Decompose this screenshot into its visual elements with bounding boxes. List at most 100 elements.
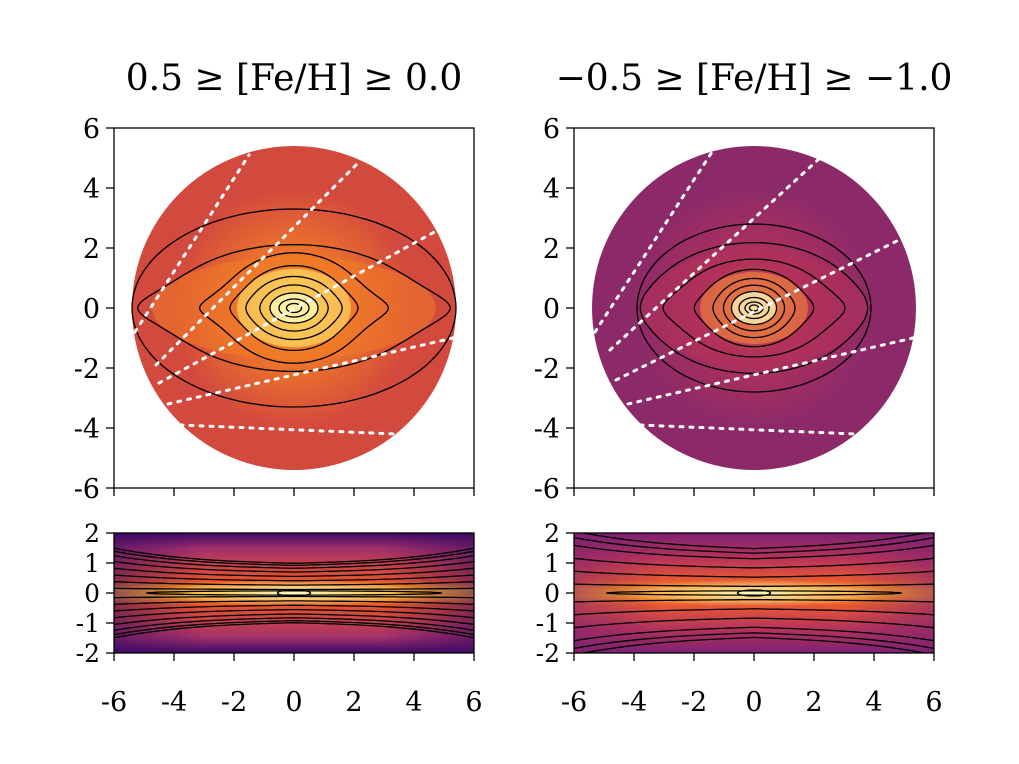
- density-contour: [114, 619, 474, 636]
- density-contour: [131, 208, 457, 408]
- wedge-boundary-line: [614, 234, 909, 382]
- x-tick-label: -2: [681, 687, 707, 718]
- x-tick-label: -6: [561, 687, 587, 718]
- density-contour: [114, 600, 474, 605]
- y-tick-label: 2: [83, 234, 100, 265]
- midplane-glow: [159, 579, 429, 607]
- wedge-boundary-line: [166, 336, 455, 406]
- wedge-boundary-line: [638, 423, 858, 436]
- density-contour: [639, 241, 869, 375]
- density-contour: [722, 284, 786, 332]
- y-tick-label: -6: [74, 474, 100, 505]
- density-contour: [114, 613, 474, 626]
- density-contour: [712, 277, 796, 339]
- y-tick-label: 6: [83, 114, 100, 145]
- y-tick-label: 2: [543, 234, 560, 265]
- density-contour: [574, 544, 934, 560]
- density-contour: [662, 258, 846, 358]
- panel-title-metal-poor: −0.5 ≥ [Fe/H] ≥ −1.0: [556, 58, 953, 99]
- y-tick-label: 1: [84, 549, 100, 578]
- x-tick-label: 0: [745, 687, 762, 718]
- density-contour: [259, 284, 329, 332]
- x-tick-label: 4: [405, 687, 422, 718]
- top-view-panel-metal-poor: 6 4 2 0 -2 -4 -6: [534, 114, 935, 505]
- panel-title-metal-rich: 0.5 ≥ [Fe/H] ≥ 0.0: [126, 58, 463, 99]
- y-tick-label: 2: [84, 519, 100, 548]
- density-contour: [114, 581, 474, 586]
- y-tick-label: 4: [83, 174, 100, 205]
- x-tick-label: -4: [621, 687, 647, 718]
- x-tick-label: -2: [221, 687, 247, 718]
- wedge-boundary-line: [157, 228, 440, 385]
- density-contour: [114, 547, 474, 564]
- density-contour: [580, 636, 928, 653]
- y-tick-label: -4: [74, 414, 100, 445]
- density-contour: [574, 536, 934, 554]
- y-tick-label: 4: [543, 174, 560, 205]
- density-contour: [693, 268, 815, 348]
- density-contour: [605, 590, 903, 596]
- density-contour: [276, 589, 312, 597]
- y-tick-label: -2: [74, 354, 100, 385]
- density-contour: [114, 567, 474, 578]
- x-tick-label: 4: [865, 687, 882, 718]
- y-tick-label: -2: [536, 639, 560, 668]
- density-contour: [574, 626, 934, 642]
- density-contour: [574, 608, 934, 616]
- x-tick-label: 2: [805, 687, 822, 718]
- y-tick-label: -1: [536, 609, 560, 638]
- density-contour: [245, 275, 343, 341]
- x-tick-label: 6: [465, 687, 482, 718]
- y-tick-label: -2: [76, 639, 100, 668]
- wedge-boundary-line: [593, 150, 714, 334]
- y-tick-label: -6: [534, 474, 560, 505]
- wedge-boundary-line: [178, 423, 398, 436]
- wedge-boundary-line: [608, 156, 822, 352]
- density-contour: [736, 589, 772, 597]
- density-contour: [574, 617, 934, 629]
- y-tick-label: -1: [76, 609, 100, 638]
- density-contour: [744, 301, 764, 315]
- density-contour: [137, 243, 451, 373]
- density-contour: [580, 533, 928, 550]
- y-tick-label: 0: [544, 579, 560, 608]
- density-contour: [114, 560, 474, 573]
- density-contour: [636, 223, 872, 393]
- density-contour: [285, 302, 303, 314]
- y-tick-label: 1: [544, 549, 560, 578]
- x-tick-label: 2: [345, 687, 362, 718]
- y-tick-label: 2: [544, 519, 560, 548]
- y-tick-label: -4: [534, 414, 560, 445]
- density-contour: [114, 555, 474, 569]
- density-contour: [114, 574, 474, 582]
- density-contour: [730, 290, 778, 326]
- y-tick-label: 6: [543, 114, 560, 145]
- density-contour: [114, 617, 474, 631]
- y-tick-label: 0: [543, 294, 560, 325]
- wedge-boundary-line: [154, 159, 362, 367]
- midplane-glow: [619, 579, 889, 607]
- density-contour: [574, 557, 934, 569]
- y-tick-label: 0: [83, 294, 100, 325]
- density-contour: [574, 583, 934, 588]
- density-contour: [738, 296, 770, 320]
- density-contour: [145, 590, 443, 596]
- x-tick-label: -6: [101, 687, 127, 718]
- density-contour: [114, 608, 474, 619]
- density-contour: [748, 304, 760, 312]
- density-contour: [114, 622, 474, 639]
- x-tick-label: -4: [161, 687, 187, 718]
- x-tick-label: 6: [925, 687, 942, 718]
- density-contour: [114, 604, 474, 612]
- density-contour: [574, 598, 934, 603]
- wedge-boundary-line: [626, 336, 915, 406]
- y-tick-label: -2: [534, 354, 560, 385]
- y-tick-label: 0: [84, 579, 100, 608]
- density-contour: [269, 292, 319, 324]
- density-contour: [574, 632, 934, 650]
- top-view-panel-metal-rich: 6 4 2 0 -2 -4 -6: [74, 114, 475, 505]
- density-contour: [198, 252, 390, 364]
- x-tick-label: 0: [285, 687, 302, 718]
